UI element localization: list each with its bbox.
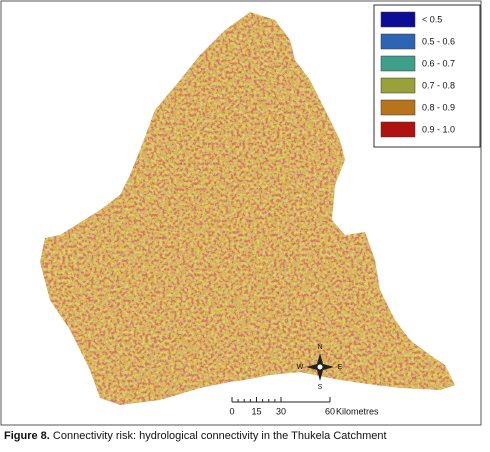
legend-swatch — [380, 33, 416, 50]
scale-label: 15 — [251, 406, 261, 416]
legend-label: 0.9 - 1.0 — [422, 124, 455, 134]
figure-frame — [0, 0, 482, 426]
legend-swatch — [380, 55, 416, 72]
map-figure: < 0.5 0.5 - 0.6 0.6 - 0.7 0.7 - 0.8 0.8 - 0.… — [0, 0, 482, 426]
scale-unit: Kilometres — [336, 406, 379, 416]
scale-label: 60 — [325, 406, 335, 416]
compass-n: N — [317, 344, 322, 351]
legend-swatch — [380, 121, 416, 138]
caption-text: Connectivity risk: hydrological connecti… — [52, 430, 387, 442]
scale-label: 30 — [276, 406, 286, 416]
legend-swatch — [380, 11, 416, 28]
scale-bar: 0 15 30 60 Kilometres — [229, 397, 379, 416]
compass-w: W — [297, 364, 304, 371]
legend-label: 0.5 - 0.6 — [422, 36, 455, 46]
compass: N S E W — [297, 344, 343, 391]
legend-swatch — [380, 77, 416, 94]
caption: Figure 8. Connectivity risk: hydrologica… — [4, 430, 387, 442]
caption-label: Figure 8. — [4, 430, 50, 442]
compass-s: S — [318, 384, 323, 391]
legend-label: < 0.5 — [422, 14, 442, 24]
compass-e: E — [338, 364, 343, 371]
scale-label: 0 — [229, 406, 234, 416]
legend-label: 0.8 - 0.9 — [422, 102, 455, 112]
legend-label: 0.7 - 0.8 — [422, 80, 455, 90]
legend: < 0.5 0.5 - 0.6 0.6 - 0.7 0.7 - 0.8 0.8 - 0.… — [373, 4, 481, 148]
legend-label: 0.6 - 0.7 — [422, 58, 455, 68]
legend-swatch — [380, 99, 416, 116]
